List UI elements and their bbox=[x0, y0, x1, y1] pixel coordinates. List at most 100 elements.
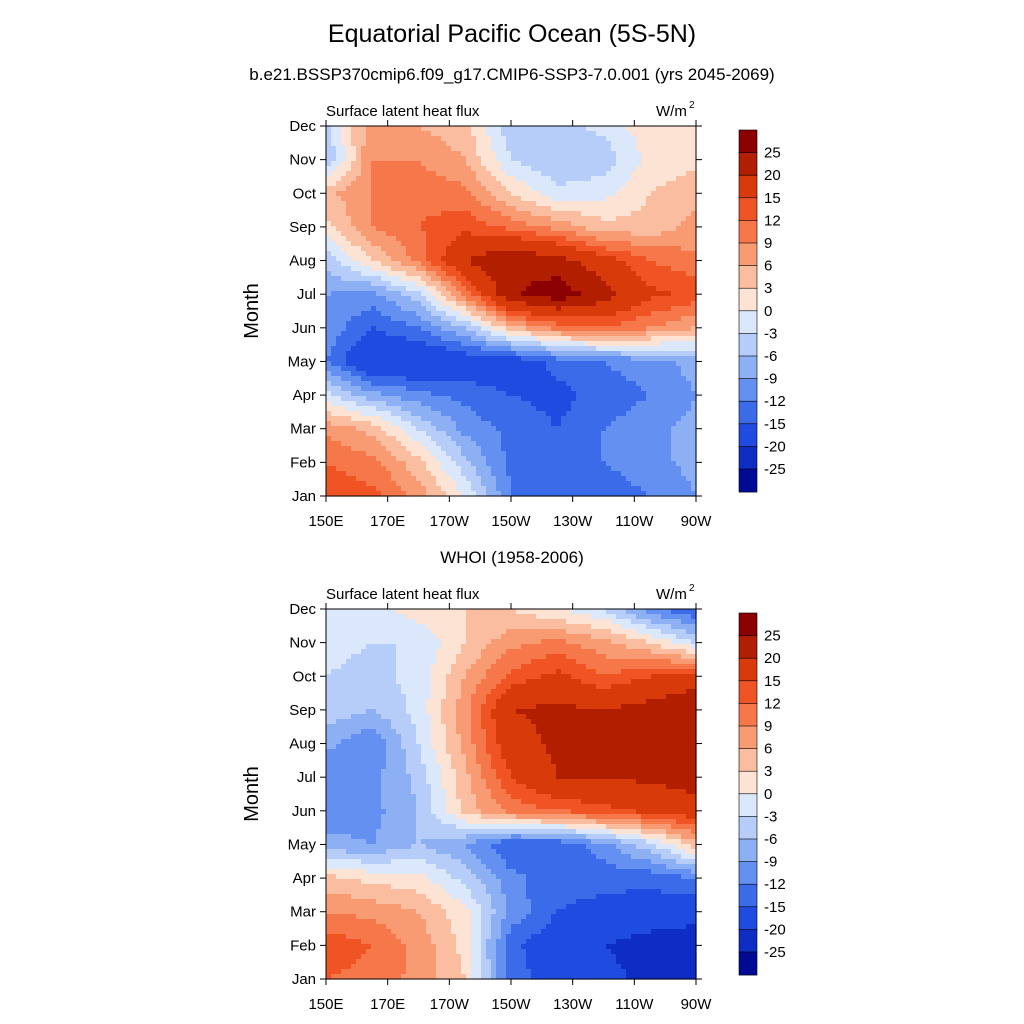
heatmap-cell bbox=[476, 361, 482, 367]
heatmap-cell bbox=[516, 321, 522, 327]
heatmap-cell bbox=[356, 126, 362, 132]
heatmap-cell bbox=[371, 356, 377, 362]
heatmap-cell bbox=[376, 331, 382, 337]
heatmap-cell bbox=[341, 286, 347, 292]
heatmap-cell bbox=[431, 206, 437, 212]
heatmap-cell bbox=[516, 456, 522, 462]
heatmap-cell bbox=[661, 151, 667, 157]
heatmap-cell bbox=[551, 131, 557, 137]
heatmap-cell bbox=[691, 186, 697, 192]
heatmap-cell bbox=[641, 401, 647, 407]
heatmap-cell bbox=[486, 406, 492, 412]
heatmap-cell bbox=[591, 241, 597, 247]
heatmap-cell bbox=[351, 346, 357, 352]
heatmap-cell bbox=[421, 251, 427, 257]
heatmap-cell bbox=[486, 361, 492, 367]
heatmap-cell bbox=[666, 201, 672, 207]
heatmap-cell bbox=[436, 146, 442, 152]
heatmap-cell bbox=[546, 261, 552, 267]
heatmap-cell bbox=[441, 146, 447, 152]
heatmap-cell bbox=[421, 161, 427, 167]
heatmap-cell bbox=[341, 461, 347, 467]
heatmap-cell bbox=[411, 151, 417, 157]
heatmap-cell bbox=[446, 216, 452, 222]
heatmap-cell bbox=[691, 431, 697, 437]
heatmap-cell bbox=[411, 316, 417, 322]
heatmap-cell bbox=[376, 266, 382, 272]
heatmap-cell bbox=[396, 141, 402, 147]
heatmap-cell bbox=[541, 326, 547, 332]
heatmap-cell bbox=[341, 456, 347, 462]
heatmap-cell bbox=[461, 366, 467, 372]
heatmap-cell bbox=[591, 131, 597, 137]
heatmap-cell bbox=[501, 271, 507, 277]
heatmap-cell bbox=[506, 191, 512, 197]
heatmap-cell bbox=[591, 306, 597, 312]
heatmap-cell bbox=[611, 331, 617, 337]
heatmap-cell bbox=[386, 216, 392, 222]
heatmap-cell bbox=[551, 381, 557, 387]
heatmap-cell bbox=[591, 301, 597, 307]
heatmap-cell bbox=[401, 351, 407, 357]
heatmap-cell bbox=[531, 166, 537, 172]
heatmap-cell bbox=[606, 231, 612, 237]
heatmap-cell bbox=[441, 296, 447, 302]
heatmap-cell bbox=[636, 446, 642, 452]
heatmap-cell bbox=[476, 226, 482, 232]
heatmap-cell bbox=[511, 221, 517, 227]
heatmap-cell bbox=[566, 171, 572, 177]
heatmap-cell bbox=[676, 191, 682, 197]
heatmap-cell bbox=[486, 411, 492, 417]
heatmap-cell bbox=[516, 191, 522, 197]
heatmap-cell bbox=[566, 136, 572, 142]
heatmap-cell bbox=[386, 456, 392, 462]
heatmap-cell bbox=[626, 266, 632, 272]
heatmap-cell bbox=[361, 241, 367, 247]
heatmap-cell bbox=[506, 151, 512, 157]
heatmap-cell bbox=[496, 426, 502, 432]
heatmap-cell bbox=[396, 181, 402, 187]
heatmap-cell bbox=[421, 176, 427, 182]
heatmap-cell bbox=[501, 166, 507, 172]
heatmap-cell bbox=[476, 321, 482, 327]
heatmap-cell bbox=[491, 461, 497, 467]
heatmap-cell bbox=[651, 391, 657, 397]
heatmap-cell bbox=[621, 396, 627, 402]
heatmap-cell bbox=[426, 336, 432, 342]
heatmap-cell bbox=[646, 381, 652, 387]
heatmap-cell bbox=[551, 176, 557, 182]
heatmap-cell bbox=[326, 451, 332, 457]
heatmap-cell bbox=[501, 396, 507, 402]
heatmap-cell bbox=[691, 376, 697, 382]
heatmap-cell bbox=[661, 386, 667, 392]
heatmap-cell bbox=[636, 421, 642, 427]
heatmap-cell bbox=[531, 256, 537, 262]
heatmap-cell bbox=[671, 431, 677, 437]
heatmap-cell bbox=[661, 421, 667, 427]
heatmap-cell bbox=[506, 321, 512, 327]
heatmap-cell bbox=[596, 156, 602, 162]
heatmap-cell bbox=[391, 281, 397, 287]
heatmap-cell bbox=[646, 251, 652, 257]
heatmap-cell bbox=[641, 176, 647, 182]
heatmap-cell bbox=[691, 281, 697, 287]
heatmap-cell bbox=[526, 171, 532, 177]
heatmap-cell bbox=[481, 386, 487, 392]
heatmap-cell bbox=[416, 456, 422, 462]
heatmap-cell bbox=[391, 261, 397, 267]
heatmap-cell bbox=[601, 401, 607, 407]
heatmap-cell bbox=[326, 141, 332, 147]
heatmap-cell bbox=[336, 396, 342, 402]
heatmap-cell bbox=[396, 346, 402, 352]
heatmap-cell bbox=[361, 391, 367, 397]
heatmap-cell bbox=[451, 261, 457, 267]
heatmap-cell bbox=[621, 411, 627, 417]
heatmap-cell bbox=[381, 141, 387, 147]
heatmap-cell bbox=[391, 326, 397, 332]
heatmap-cell bbox=[541, 391, 547, 397]
heatmap-cell bbox=[671, 211, 677, 217]
heatmap-cell bbox=[506, 366, 512, 372]
heatmap-cell bbox=[431, 161, 437, 167]
heatmap-cell bbox=[561, 441, 567, 447]
heatmap-cell bbox=[526, 191, 532, 197]
